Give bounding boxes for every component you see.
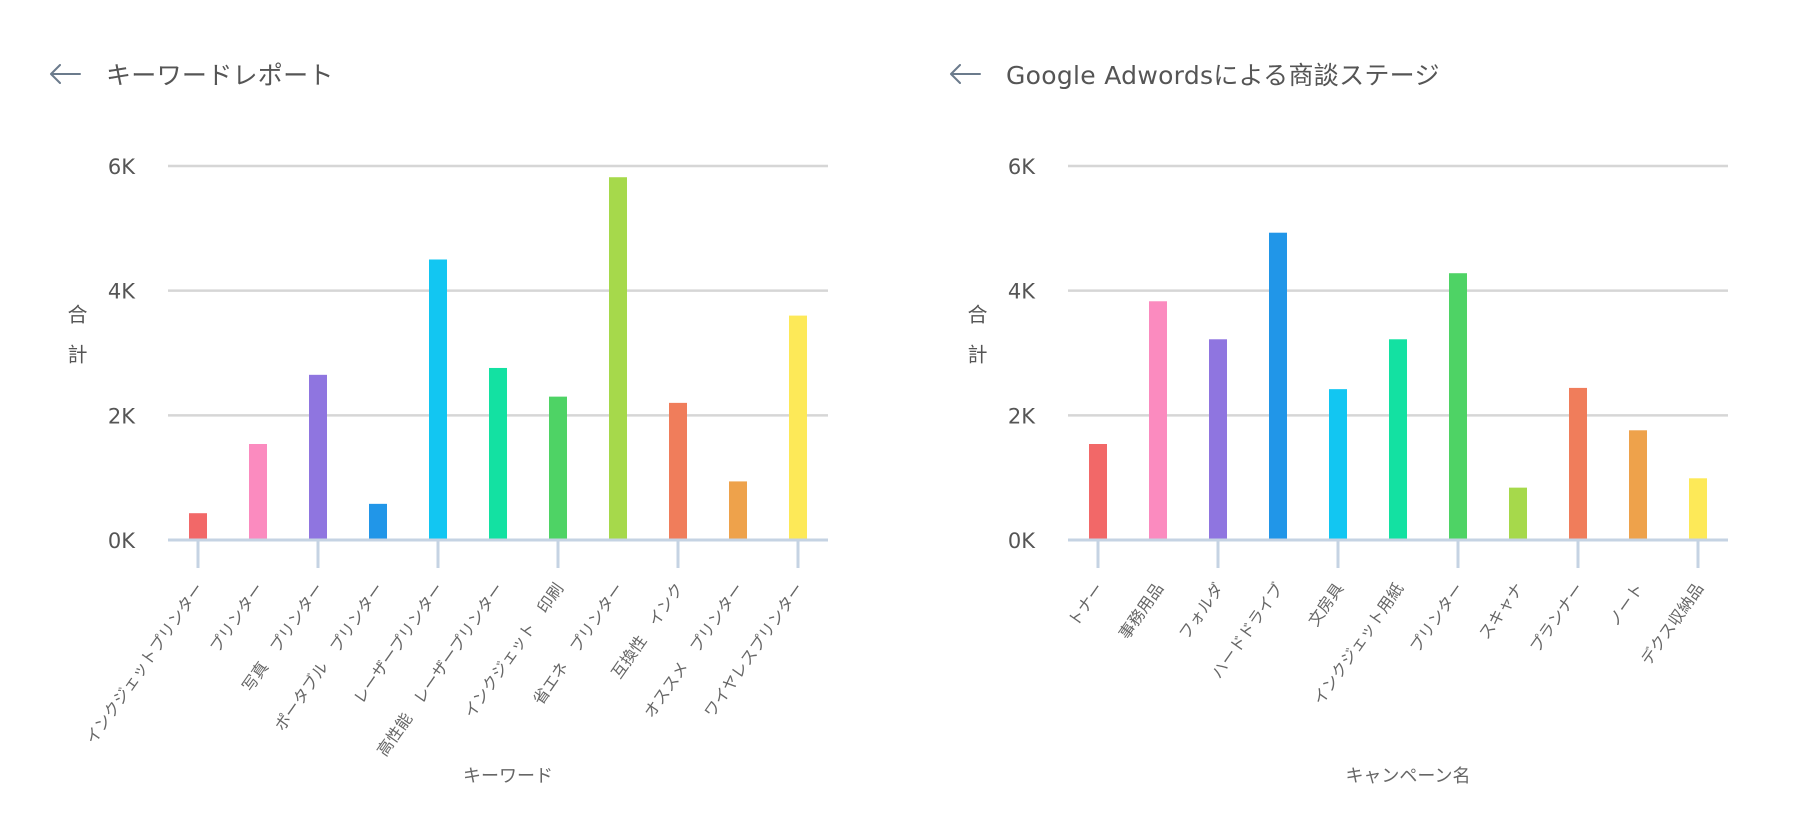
x-tick-label: トナー xyxy=(1064,579,1107,629)
bar[interactable] xyxy=(789,315,807,540)
y-tick-label: 4K xyxy=(108,280,136,304)
bar[interactable] xyxy=(1449,273,1467,540)
bar[interactable] xyxy=(489,367,507,540)
bar[interactable] xyxy=(1689,478,1707,540)
adwords-stage-panel: Google Adwordsによる商談ステージ 合計 0K 2K 4K 6K トナー 事務… xyxy=(900,0,1800,819)
y-tick-label: 6K xyxy=(108,155,136,179)
y-tick-label: 0K xyxy=(108,529,136,553)
x-tick-label: プリンター xyxy=(1406,579,1467,655)
x-axis-title: キーワード xyxy=(463,766,553,787)
bar[interactable] xyxy=(1569,387,1587,540)
bar[interactable] xyxy=(1329,389,1347,540)
bar[interactable] xyxy=(1389,339,1407,540)
bar[interactable] xyxy=(369,503,387,540)
bar[interactable] xyxy=(669,402,687,540)
keyword-report-panel: キーワードレポート 合計 0K 2K 4K 6K インクジェットプリンター プリンター 写真… xyxy=(48,56,828,787)
bar[interactable] xyxy=(1629,430,1647,540)
x-tick-label: 文房具 xyxy=(1304,579,1347,629)
y-tick-label: 6K xyxy=(1008,155,1036,179)
bar[interactable] xyxy=(429,259,447,541)
panel-header: Google Adwordsによる商談ステージ xyxy=(948,56,1440,92)
y-tick-label: 2K xyxy=(108,404,136,428)
x-tick-label: デクス収納品 xyxy=(1637,579,1707,668)
bar[interactable] xyxy=(729,481,747,540)
x-tick-label: 事務用品 xyxy=(1115,579,1167,642)
x-axis-title: キャンペーン名 xyxy=(1345,766,1470,787)
bar[interactable] xyxy=(609,177,627,540)
bar[interactable] xyxy=(1269,232,1287,541)
bar[interactable] xyxy=(1209,339,1227,540)
panel-title: Google Adwordsによる商談ステージ xyxy=(1006,61,1440,90)
x-tick-label: スキャナ xyxy=(1475,579,1527,642)
back-arrow-icon-shape xyxy=(50,64,81,84)
panel-header: キーワードレポート xyxy=(48,56,334,92)
y-tick-label: 2K xyxy=(1008,404,1036,428)
bar[interactable] xyxy=(249,444,267,540)
back-arrow-icon[interactable] xyxy=(948,59,984,89)
x-tick-label: ノート xyxy=(1604,579,1647,629)
x-tick-label: インクジェットプリンター xyxy=(82,579,208,747)
panel-title: キーワードレポート xyxy=(106,61,334,90)
x-tick-label: フォルダ xyxy=(1175,579,1227,642)
bar[interactable] xyxy=(309,374,327,540)
y-tick-label: 4K xyxy=(1008,280,1036,304)
bar[interactable] xyxy=(549,396,567,540)
x-tick-label: プランナー xyxy=(1526,579,1587,655)
bar[interactable] xyxy=(189,513,207,540)
back-arrow-icon-shape xyxy=(950,64,981,84)
y-axis-label: 合計 xyxy=(964,304,988,384)
bar[interactable] xyxy=(1509,487,1527,540)
x-tick-label: プリンター xyxy=(206,579,267,655)
bar[interactable] xyxy=(1149,301,1167,540)
x-tick-label: ポータブル プリンター xyxy=(271,579,388,734)
y-axis-label: 合計 xyxy=(64,304,88,384)
back-arrow-icon[interactable] xyxy=(48,59,84,89)
y-tick-label: 0K xyxy=(1008,529,1036,553)
x-tick-label: 高性能 レーザープリンター xyxy=(373,579,507,759)
bar[interactable] xyxy=(1089,444,1107,540)
